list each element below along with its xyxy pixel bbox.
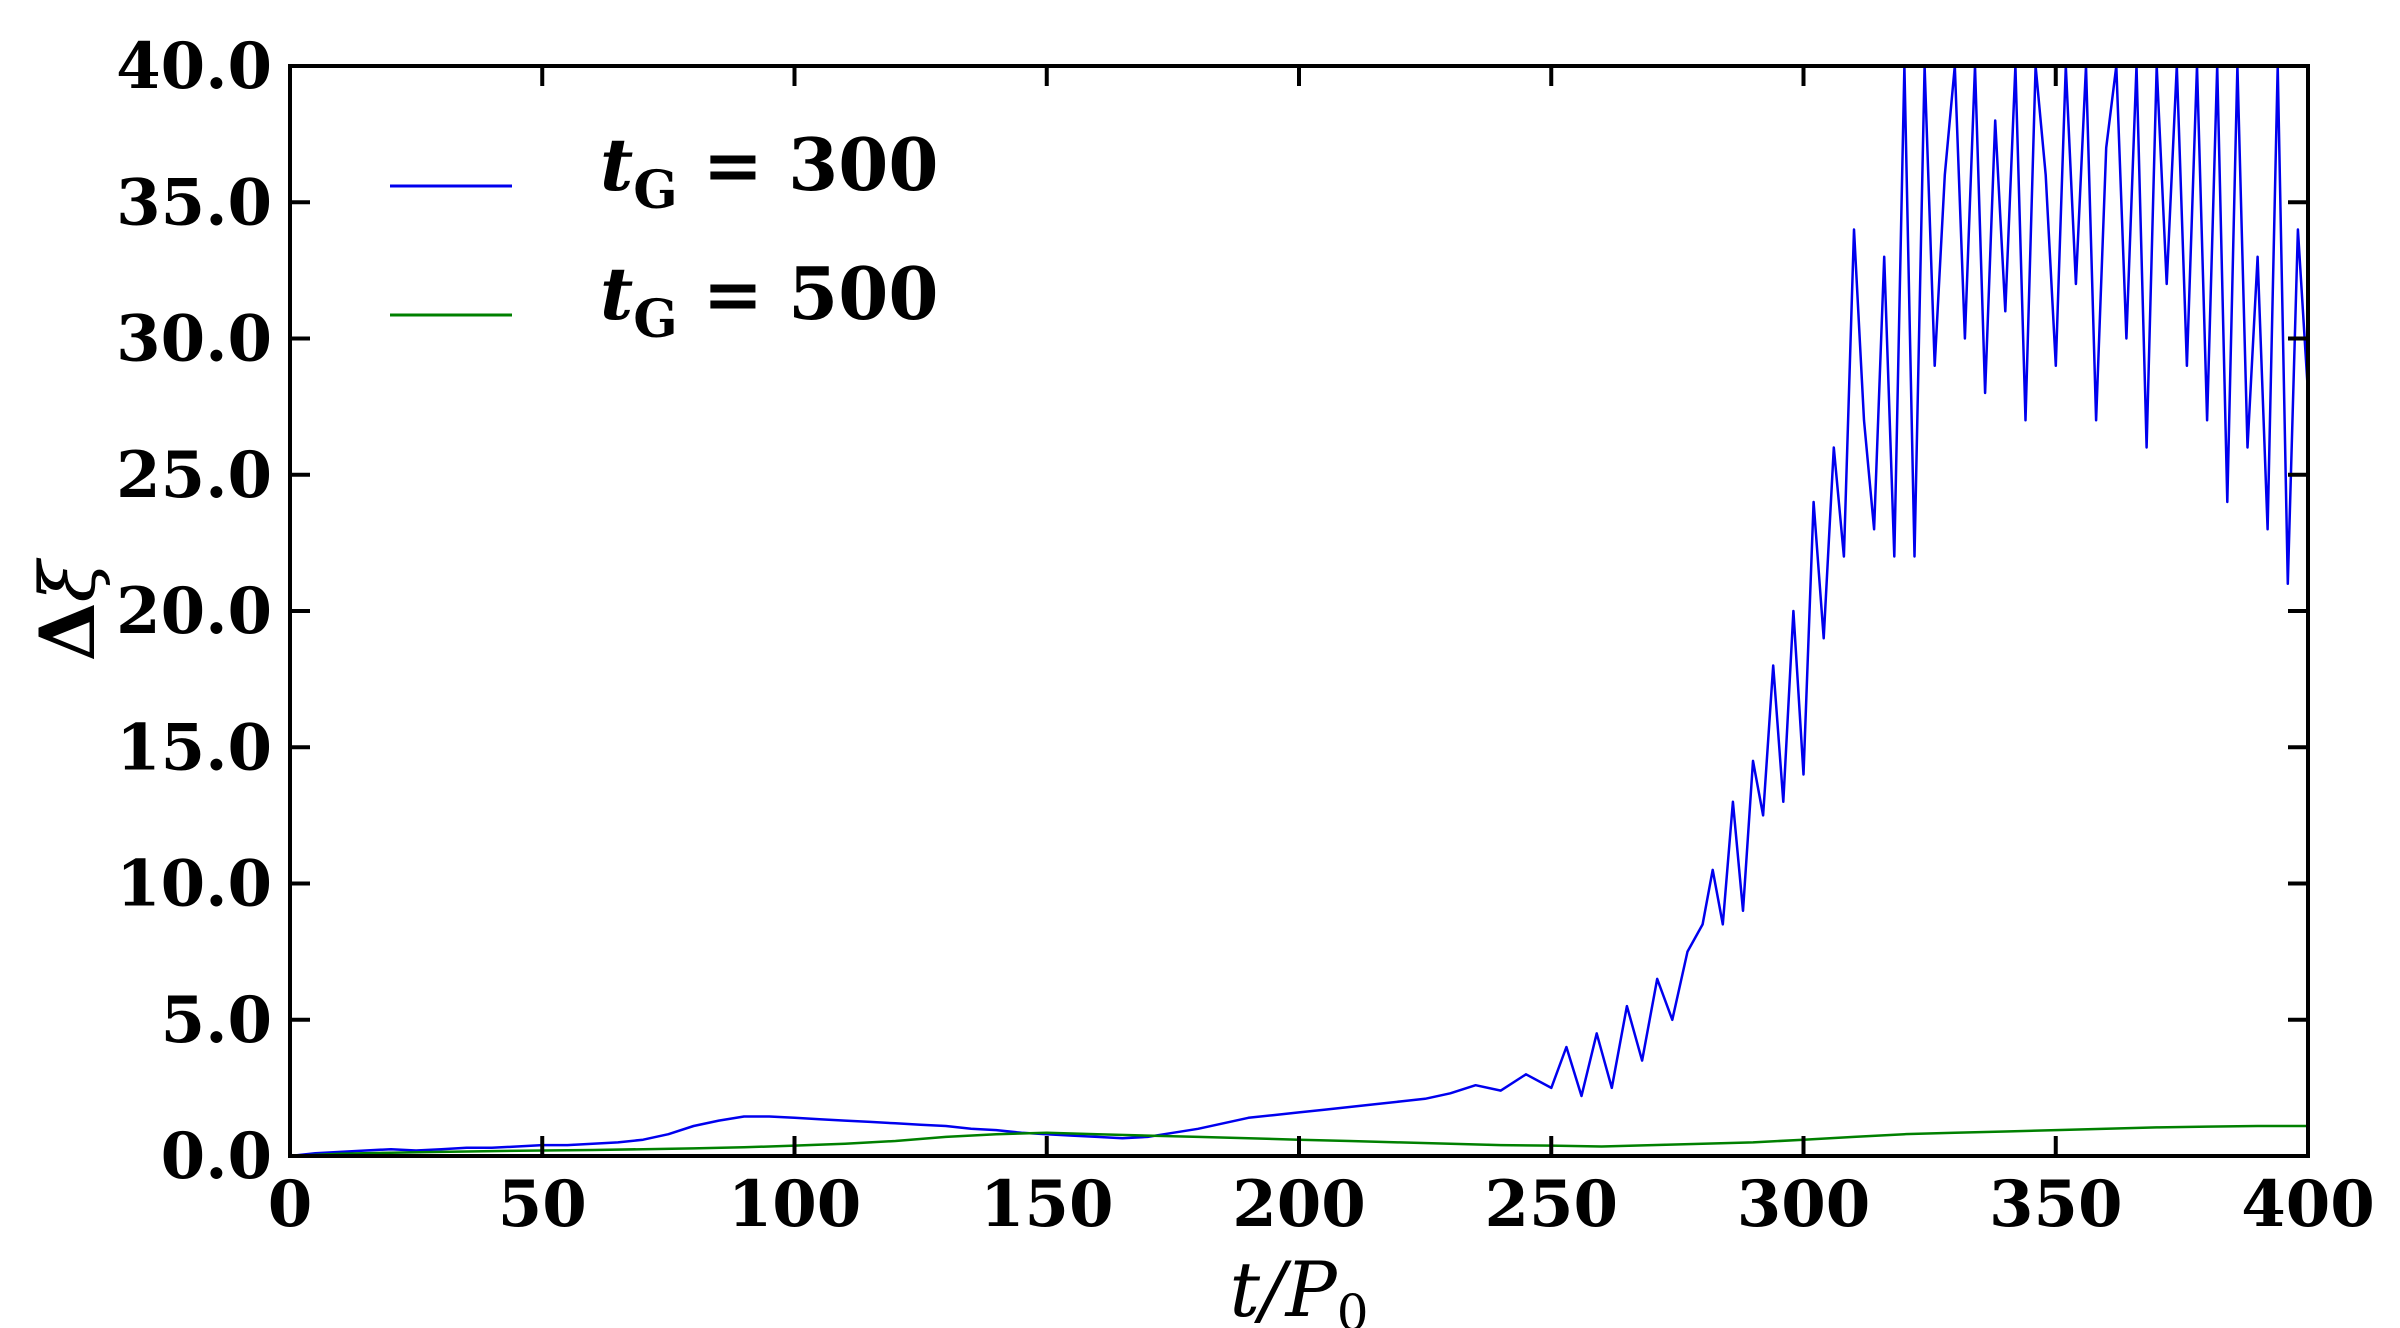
- x-tick-label: 400: [2241, 1167, 2375, 1242]
- x-tick-label: 350: [1989, 1167, 2123, 1242]
- legend-label-1: tG = 300: [600, 122, 938, 221]
- series-line-1: [290, 66, 2308, 1156]
- y-tick-label: 30.0: [116, 302, 272, 377]
- y-axis-label: Δξ: [23, 557, 112, 661]
- x-tick-label: 300: [1737, 1167, 1871, 1242]
- labels-layer: t/P0 Δξ: [23, 557, 1369, 1328]
- x-axis-label: t/P0: [1229, 1245, 1368, 1328]
- plot-frame: [288, 64, 2310, 1158]
- ticks-layer: 0 50 100 150 200 250 300 350 400 0.0 5.0 10.0 15.0 20…: [116, 29, 2375, 1242]
- y-tick-label: 5.0: [161, 983, 272, 1058]
- x-tick-label: 50: [498, 1167, 587, 1242]
- x-tick-label: 0: [268, 1167, 313, 1242]
- legend-label-2: tG = 500: [600, 251, 938, 350]
- series-layer: [290, 66, 2308, 1156]
- x-tick-label: 100: [728, 1167, 862, 1242]
- x-tick-label: 250: [1484, 1167, 1618, 1242]
- y-tick-label: 15.0: [116, 710, 272, 785]
- y-tick-label: 20.0: [116, 574, 272, 649]
- y-tick-label: 25.0: [116, 438, 272, 513]
- y-tick-label: 35.0: [116, 165, 272, 240]
- x-tick-label: 150: [980, 1167, 1114, 1242]
- y-tick-label: 0.0: [161, 1119, 272, 1194]
- x-tick-label: 200: [1232, 1167, 1366, 1242]
- y-tick-label: 10.0: [116, 847, 272, 922]
- y-tick-label: 40.0: [116, 29, 272, 104]
- legend: tG = 300 tG = 500: [390, 122, 938, 350]
